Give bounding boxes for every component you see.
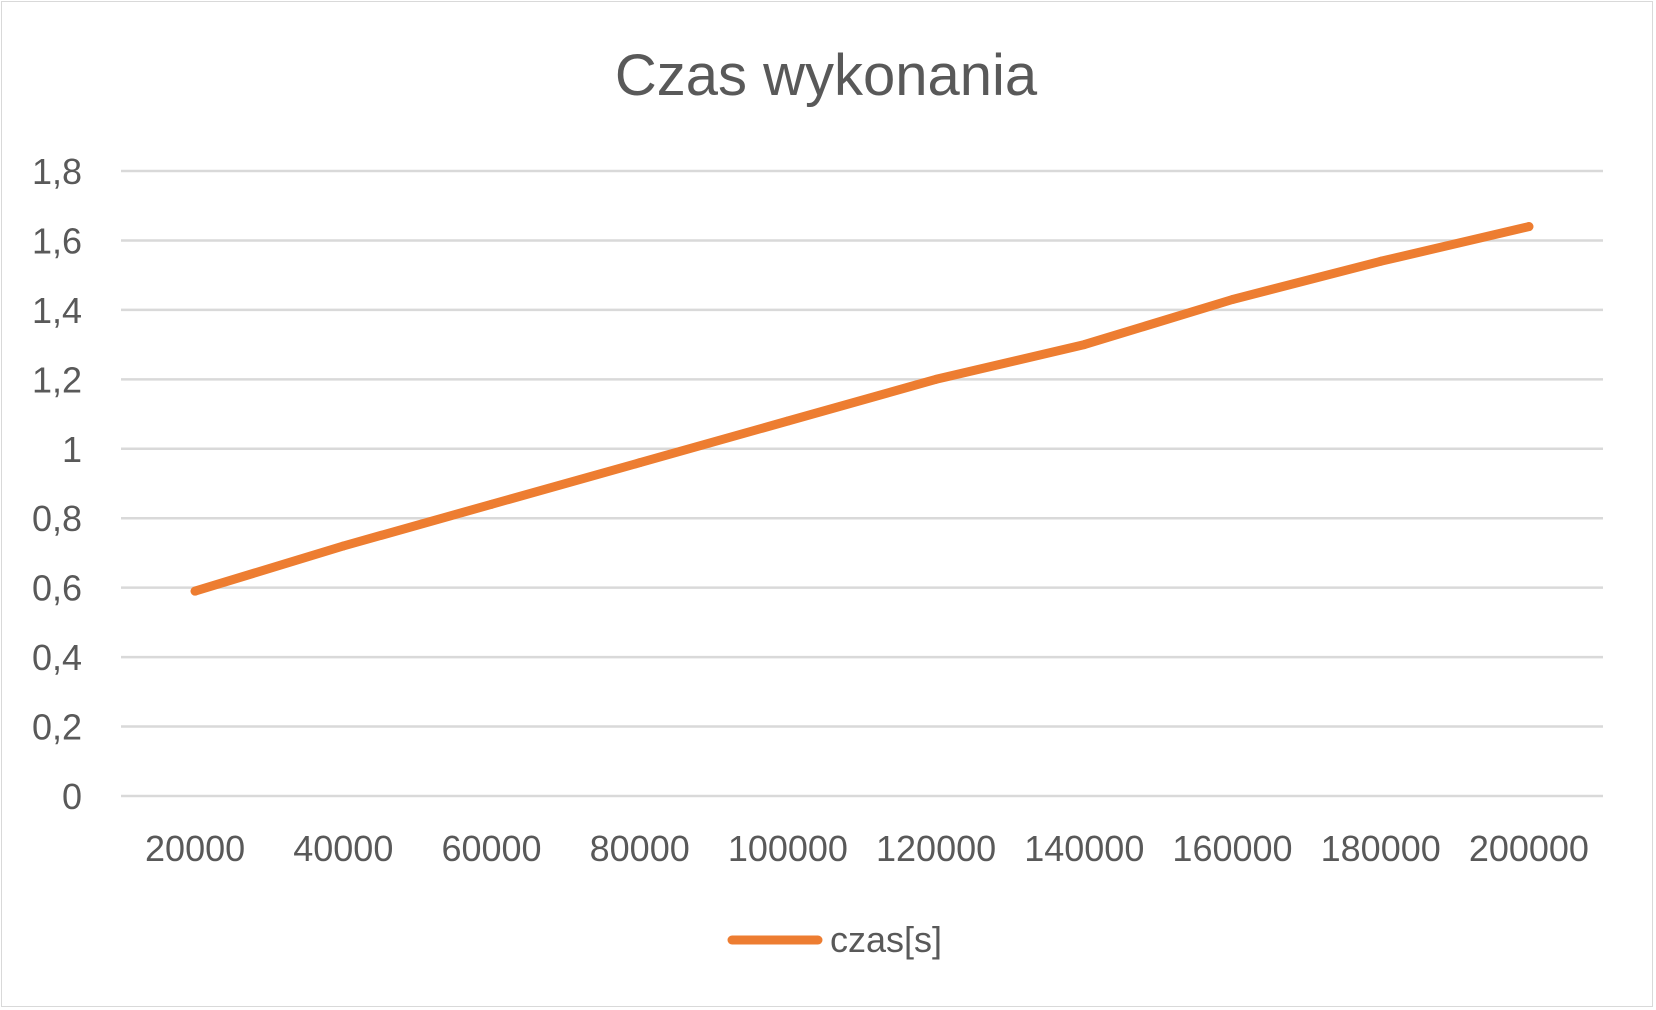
- data-point: [931, 374, 941, 384]
- data-point: [1228, 294, 1237, 304]
- y-tick-label: 1,8: [32, 151, 82, 192]
- data-point: [635, 458, 645, 468]
- x-tick-label: 160000: [1172, 828, 1292, 869]
- y-tick-label: 1,6: [32, 220, 82, 261]
- x-tick-label: 80000: [590, 828, 690, 869]
- series-layer: [190, 222, 1534, 596]
- y-tick-label: 0,8: [32, 498, 82, 539]
- data-point: [190, 586, 200, 596]
- y-tick-label: 0,6: [32, 568, 82, 609]
- data-point: [487, 499, 496, 509]
- y-tick-label: 1,4: [32, 290, 82, 331]
- legend-label: czas[s]: [830, 919, 942, 960]
- x-tick-label: 120000: [876, 828, 996, 869]
- data-point: [1376, 256, 1386, 266]
- x-tick-label: 200000: [1469, 828, 1589, 869]
- data-point: [1524, 222, 1534, 232]
- x-axis-ticks: 20000 40000 60000 80000 100000 120000 140000 16…: [145, 828, 1589, 869]
- x-tick-label: 60000: [441, 828, 541, 869]
- y-axis-ticks: 0 0,2 0,4 0,6 0,8 1 1,2 1,4 1,6 1,8: [32, 151, 82, 817]
- y-tick-label: 0: [62, 776, 82, 817]
- x-tick-label: 140000: [1024, 828, 1144, 869]
- x-tick-label: 180000: [1321, 828, 1441, 869]
- y-tick-label: 1,2: [32, 359, 82, 400]
- y-tick-label: 1: [62, 429, 82, 470]
- chart-title: Czas wykonania: [615, 43, 1038, 108]
- x-tick-label: 20000: [145, 828, 245, 869]
- x-tick-label: 40000: [293, 828, 393, 869]
- legend: czas[s]: [727, 919, 942, 960]
- gridlines: [121, 169, 1603, 798]
- x-tick-label: 100000: [728, 828, 848, 869]
- data-point: [1079, 340, 1089, 350]
- y-tick-label: 0,2: [32, 707, 82, 748]
- data-point: [338, 541, 348, 551]
- data-point: [783, 416, 793, 426]
- series-line: [190, 222, 1534, 596]
- y-tick-label: 0,4: [32, 637, 82, 678]
